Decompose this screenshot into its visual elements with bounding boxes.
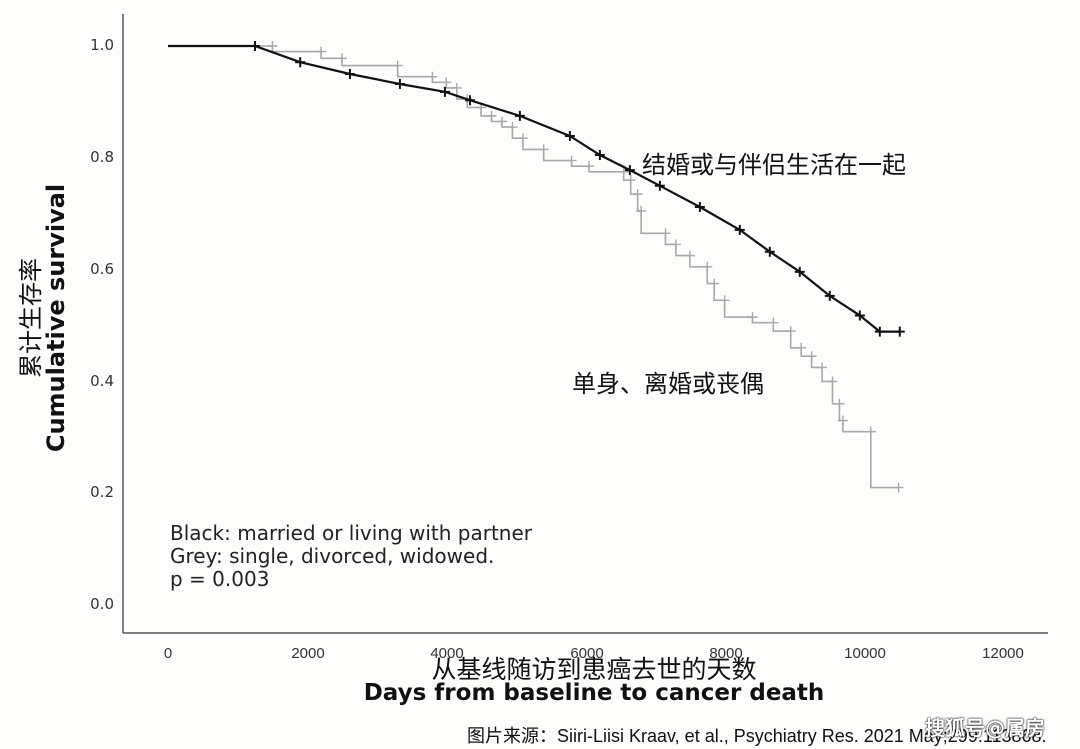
- censor-mark-icon: [684, 250, 695, 261]
- censor-mark-icon: [894, 326, 905, 337]
- censor-mark-icon: [834, 398, 845, 409]
- single-curve-label: 单身、离婚或丧偶: [572, 370, 764, 398]
- censor-mark-icon: [694, 201, 705, 212]
- censor-mark-icon: [295, 57, 306, 68]
- censor-mark-icon: [632, 189, 643, 200]
- censor-mark-icon: [267, 41, 278, 51]
- censor-mark-icon: [624, 165, 635, 176]
- y-tick-label: 0.4: [90, 372, 114, 390]
- censor-mark-icon: [768, 317, 779, 328]
- censor-mark-icon: [464, 95, 475, 106]
- censor-mark-icon: [566, 155, 577, 166]
- censor-mark-icon: [249, 41, 260, 51]
- censor-mark-icon: [817, 362, 828, 373]
- censor-mark-icon: [583, 161, 594, 172]
- y-axis-title-cn: 累计生存率: [16, 258, 45, 378]
- watermark: 搜狐号@属房: [925, 716, 1045, 740]
- x-tick-label: 12000: [982, 645, 1024, 662]
- censor-mark-icon: [594, 150, 605, 161]
- censor-mark-icon: [439, 86, 450, 97]
- x-tick-label: 8000: [709, 645, 743, 662]
- censor-mark-icon: [764, 246, 775, 257]
- censor-mark-icon: [441, 77, 452, 88]
- censor-mark-icon: [427, 71, 438, 82]
- y-tick-label: 1.0: [90, 36, 114, 54]
- censor-mark-icon: [517, 133, 528, 144]
- censor-mark-icon: [636, 205, 647, 216]
- single-divorced-widowed-curve: [168, 41, 904, 493]
- censor-mark-icon: [496, 116, 507, 127]
- censor-mark-icon: [865, 426, 876, 437]
- x-tick-label: 6000: [570, 645, 604, 662]
- legend-box: Black: married or living with partner Gr…: [170, 522, 532, 591]
- y-tick-label: 0.0: [90, 595, 114, 613]
- censor-mark-icon: [654, 180, 665, 191]
- censor-mark-icon: [336, 53, 347, 64]
- censor-mark-icon: [394, 79, 405, 90]
- censor-mark-icon: [514, 110, 525, 121]
- censor-mark-icon: [785, 326, 796, 337]
- censor-mark-icon: [618, 166, 629, 177]
- censor-mark-icon: [316, 46, 327, 57]
- censor-mark-icon: [564, 130, 575, 141]
- y-tick-label: 0.8: [90, 148, 114, 166]
- x-tick-label: 10000: [844, 645, 886, 662]
- y-tick-label: 0.2: [90, 483, 114, 501]
- censor-mark-icon: [854, 310, 865, 321]
- x-axis-title-cn: 从基线随访到患癌去世的天数: [431, 655, 757, 684]
- x-axis-title-en: Days from baseline to cancer death: [363, 680, 825, 706]
- married-curve-label: 结婚或与伴侣生活在一起: [642, 151, 906, 179]
- censor-mark-icon: [837, 415, 848, 426]
- censor-mark-icon: [827, 376, 838, 387]
- censor-mark-icon: [660, 228, 671, 239]
- censor-mark-icon: [747, 312, 758, 323]
- censor-mark-icon: [874, 326, 885, 337]
- x-tick-label: 0: [163, 645, 173, 662]
- censor-mark-icon: [806, 351, 817, 362]
- legend-grey: Grey: single, divorced, widowed.: [170, 544, 495, 568]
- censor-mark-icon: [625, 175, 636, 186]
- censor-mark-icon: [824, 290, 835, 301]
- censor-mark-icon: [486, 110, 497, 121]
- censor-mark-icon: [507, 122, 518, 133]
- censor-mark-icon: [709, 278, 720, 289]
- censor-mark-icon: [702, 261, 713, 272]
- x-tick-label: 4000: [430, 645, 464, 662]
- x-tick-label: 2000: [291, 645, 325, 662]
- censor-mark-icon: [796, 342, 807, 353]
- x-axis-title: 从基线随访到患癌去世的天数 Days from baseline to canc…: [364, 657, 825, 705]
- married-partner-curve: [168, 41, 905, 337]
- source-citation: 图片来源：Siiri-Liisi Kraav, et al., Psychiat…: [467, 726, 1047, 746]
- censor-mark-icon: [719, 295, 730, 306]
- censor-mark-icon: [893, 482, 904, 493]
- y-axis-title: 累计生存率 Cumulative survival: [16, 183, 70, 453]
- married-survival-line: [168, 44, 900, 333]
- y-axis-title-en: Cumulative survival: [42, 183, 70, 453]
- censor-mark-icon: [734, 224, 745, 235]
- censor-mark-icon: [794, 266, 805, 277]
- censor-mark-icon: [344, 68, 355, 79]
- p-value: p = 0.003: [170, 567, 270, 591]
- single-survival-line: [168, 45, 899, 489]
- censor-mark-icon: [538, 144, 549, 155]
- y-tick-label: 0.6: [90, 260, 114, 278]
- censor-mark-icon: [451, 82, 462, 93]
- censor-mark-icon: [392, 60, 403, 71]
- censor-mark-icon: [670, 239, 681, 250]
- legend-black: Black: married or living with partner: [170, 521, 533, 545]
